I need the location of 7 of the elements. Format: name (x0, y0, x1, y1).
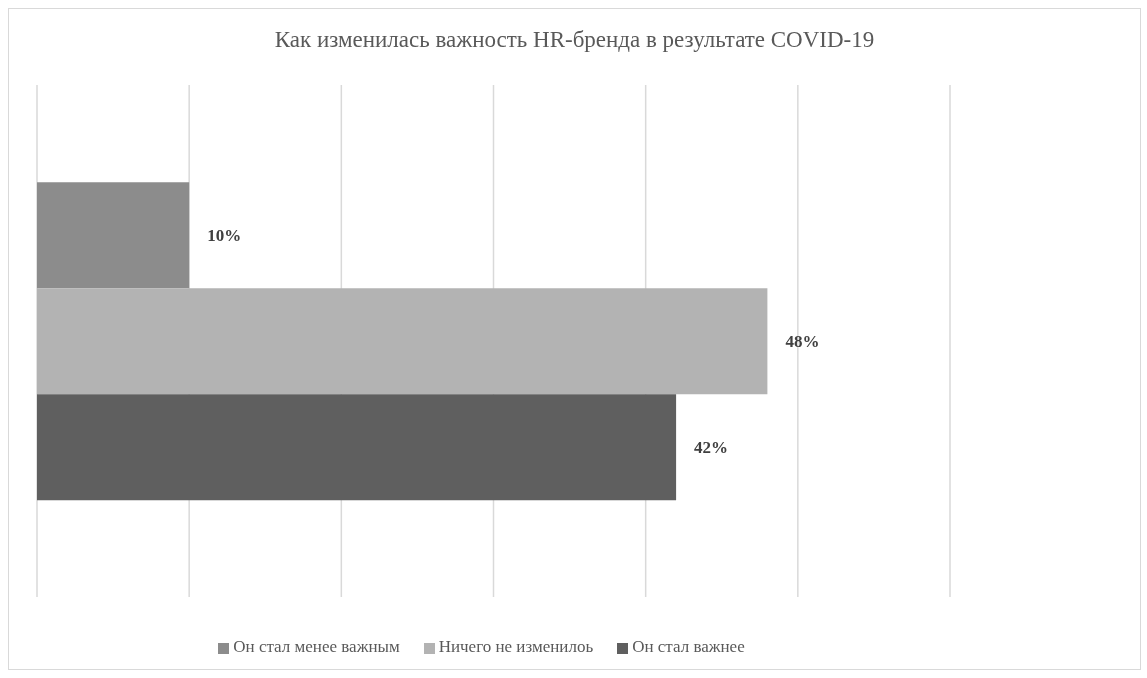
data-label: 10% (207, 225, 242, 245)
legend-label: Он стал менее важным (233, 637, 400, 656)
legend-label: Ничего не изменилоь (438, 637, 594, 656)
chart-title: Как изменилась важность HR-бренда в результате COVID-19 (273, 26, 876, 54)
data-label: 42% (694, 437, 729, 457)
data-label: 48% (785, 331, 820, 351)
legend-label: Он стал важнее (632, 637, 745, 656)
